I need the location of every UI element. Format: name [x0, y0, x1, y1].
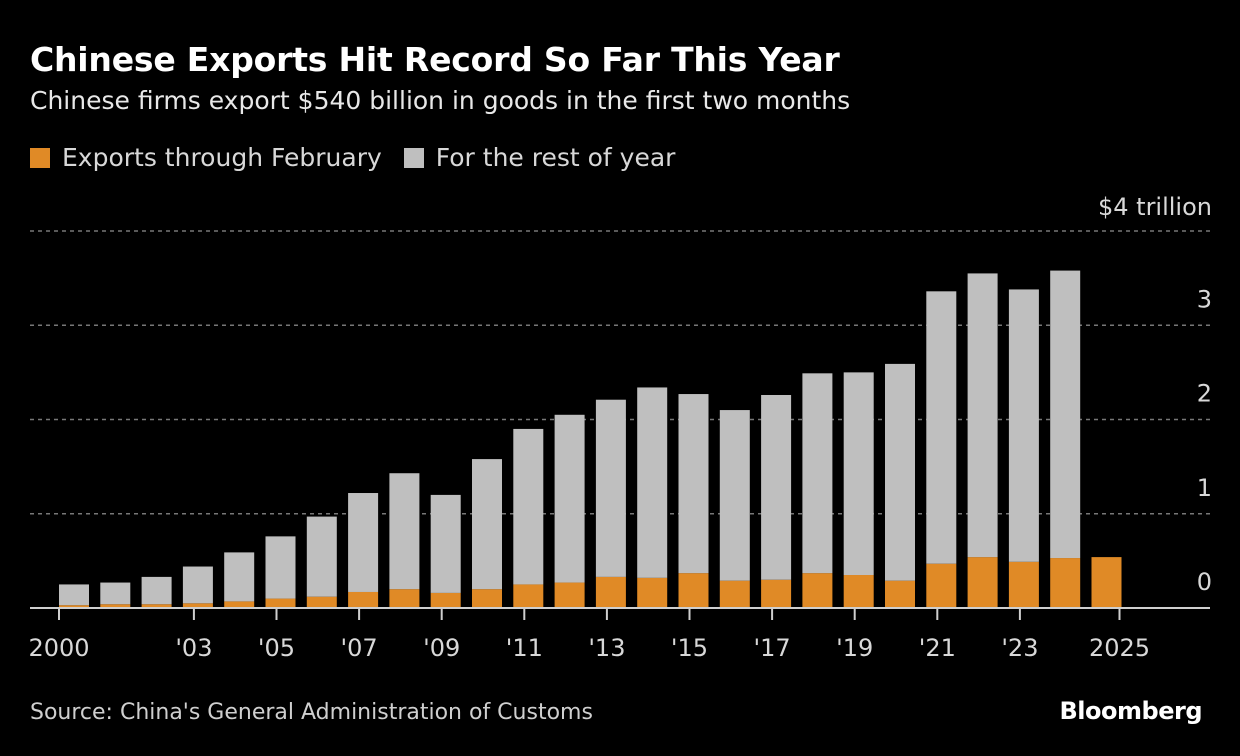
x-tick-label: '09: [423, 634, 460, 662]
bar-feb-2023: [1008, 561, 1039, 608]
bar-feb-2018: [802, 573, 833, 608]
x-tick-label: '07: [341, 634, 378, 662]
x-axis: [30, 607, 1210, 620]
legend-item-rest-of-year: For the rest of year: [403, 143, 676, 172]
bar-rest-2018: [802, 373, 833, 574]
legend-swatch-orange: [30, 147, 50, 168]
bar-rest-2020: [885, 363, 915, 581]
x-tick-label: '13: [588, 634, 625, 662]
bar-rest-2011: [513, 428, 544, 585]
bar-feb-2004: [224, 601, 255, 608]
bar-feb-2021: [926, 563, 957, 608]
bar-rest-2014: [637, 387, 668, 578]
bar-rest-2006: [306, 516, 337, 597]
bar-feb-2011: [513, 584, 544, 608]
x-tick-label: '11: [506, 634, 543, 662]
bar-feb-2009: [430, 592, 461, 608]
legend: Exports through February For the rest of…: [30, 143, 697, 172]
legend-item-february: Exports through February: [30, 143, 382, 172]
bar-rest-2008: [389, 473, 420, 590]
bar-feb-2019: [843, 575, 874, 608]
x-axis-labels: 2000 '03 '05 '07 '09 '11 '13 '15 '17 '19 '21 '23 202…: [28, 634, 1150, 662]
x-tick-label: '05: [258, 634, 295, 662]
y-tick-label: 3: [1197, 285, 1212, 313]
bar-rest-2024: [1050, 270, 1081, 559]
bar-feb-2003: [182, 603, 213, 608]
x-tick-label: 2000: [28, 634, 89, 662]
bar-rest-2019: [843, 372, 874, 576]
bar-feb-2015: [678, 573, 709, 608]
bar-feb-2005: [265, 598, 296, 608]
chart-title: Chinese Exports Hit Record So Far This Y…: [30, 40, 840, 79]
bar-rest-2016: [719, 410, 750, 581]
y-tick-label: 0: [1197, 568, 1212, 596]
bar-rest-2004: [224, 552, 255, 602]
bar-feb-2016: [719, 580, 750, 608]
bar-feb-2025: [1091, 557, 1122, 608]
bar-rest-2022: [967, 273, 998, 558]
bar-feb-2002: [141, 604, 172, 608]
legend-label: Exports through February: [62, 143, 382, 172]
bar-feb-2007: [348, 591, 379, 608]
bar-rest-2010: [472, 459, 502, 590]
bloomberg-logo: Bloomberg: [1059, 697, 1203, 725]
bar-feb-2008: [389, 589, 420, 608]
x-tick-label: 2025: [1089, 634, 1150, 662]
bar-rest-2015: [678, 394, 709, 574]
bar-feb-2022: [967, 557, 998, 608]
bar-rest-2000: [59, 584, 89, 606]
bar-feb-2012: [554, 582, 585, 608]
bar-rest-2017: [761, 394, 792, 580]
bar-feb-2001: [100, 604, 131, 608]
legend-label: For the rest of year: [435, 143, 676, 172]
bar-rest-2009: [430, 494, 461, 593]
chart-subtitle: Chinese firms export $540 billion in goo…: [30, 86, 851, 115]
y-tick-label: $4 trillion: [1098, 193, 1212, 221]
bar-rest-2002: [141, 576, 172, 605]
y-axis-labels: 0 1 2 3 $4 trillion: [1098, 193, 1212, 596]
bars: [59, 270, 1122, 608]
x-tick-label: '19: [836, 634, 873, 662]
bar-rest-2001: [100, 582, 131, 605]
x-tick-label: '17: [754, 634, 791, 662]
bar-feb-2020: [885, 580, 915, 608]
source-note: Source: China's General Administration o…: [30, 700, 593, 725]
bar-rest-2021: [926, 291, 957, 564]
bar-rest-2012: [554, 414, 585, 583]
bar-feb-2010: [472, 589, 502, 608]
bar-rest-2003: [182, 566, 213, 604]
x-tick-label: '21: [919, 634, 956, 662]
y-tick-label: 1: [1197, 474, 1212, 502]
bar-feb-2014: [637, 577, 668, 608]
bar-rest-2013: [595, 399, 626, 577]
bar-rest-2005: [265, 536, 296, 599]
bar-rest-2007: [348, 493, 379, 592]
y-tick-label: 2: [1197, 380, 1212, 408]
bar-feb-2024: [1050, 558, 1081, 608]
bar-feb-2017: [761, 579, 792, 608]
x-tick-label: '15: [671, 634, 708, 662]
legend-swatch-gray: [403, 147, 424, 168]
bar-feb-2006: [306, 596, 337, 608]
x-tick-label: '23: [1001, 634, 1038, 662]
bar-feb-2000: [59, 605, 89, 608]
bar-feb-2013: [595, 576, 626, 608]
x-tick-label: '03: [175, 634, 212, 662]
bar-rest-2023: [1008, 289, 1039, 562]
